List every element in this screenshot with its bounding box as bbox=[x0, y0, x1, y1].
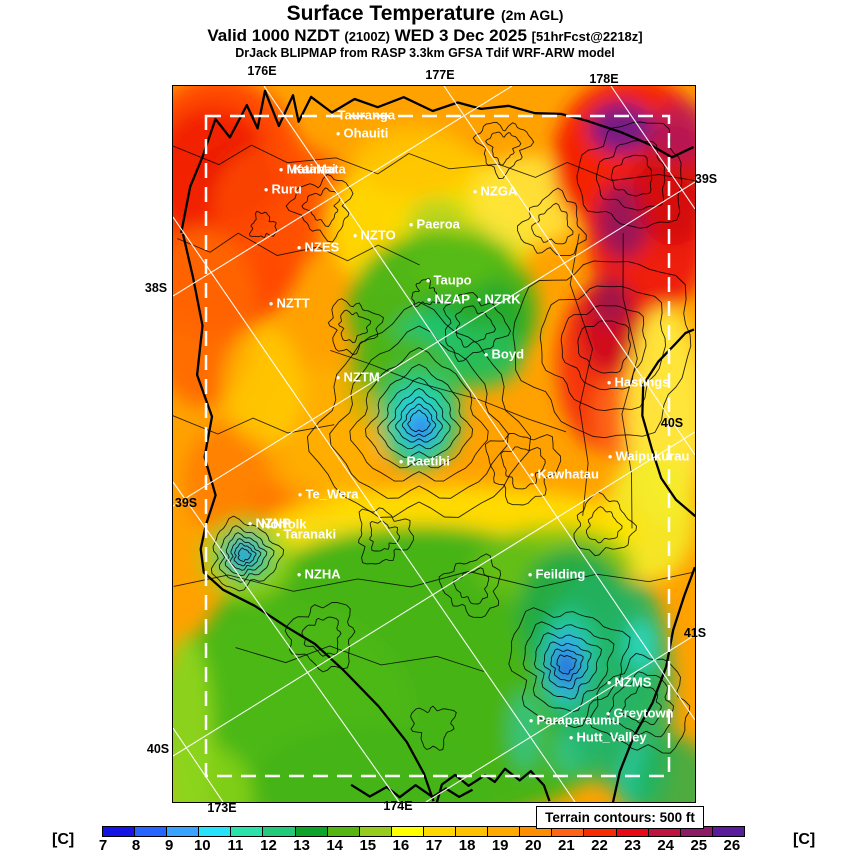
grid-label-41s: 41S bbox=[683, 626, 707, 640]
station-label-te_wera: • Te_Wera bbox=[298, 486, 359, 502]
grid-label-39s: 39S bbox=[174, 496, 198, 510]
station-label-nztt: • NZTT bbox=[269, 295, 310, 311]
colorbar-segment bbox=[134, 826, 168, 837]
station-label-taupo: • Taupo bbox=[426, 272, 472, 288]
colorbar-tick: 17 bbox=[425, 837, 443, 854]
model-line: DrJack BLIPMAP from RASP 3.3km GFSA Tdif… bbox=[235, 45, 615, 60]
colorbar-tick: 9 bbox=[165, 837, 174, 854]
colorbar-tick: 14 bbox=[326, 837, 344, 854]
station-label-nztm: • NZTM bbox=[336, 369, 380, 385]
station-label-greytown: • Greytown bbox=[606, 705, 674, 721]
station-label-norfolk: Norfolk bbox=[261, 516, 307, 532]
station-label-hutt_valley: • Hutt_Valley bbox=[569, 729, 647, 745]
colorbar-tick: 24 bbox=[657, 837, 675, 854]
colorbar: 7 8 9 10 11 12 13 14 15 16 17 18 19 20 21 22 23 24 25 26 bbox=[99, 826, 745, 854]
colorbar-tick: 16 bbox=[392, 837, 410, 854]
colorbar-tick: 11 bbox=[227, 837, 244, 854]
station-label-matamata: • MataMata bbox=[279, 161, 346, 177]
colorbar-segment bbox=[166, 826, 200, 837]
colorbar-segment bbox=[198, 826, 232, 837]
title-main: Surface Temperature bbox=[286, 2, 496, 25]
colorbar-segment bbox=[422, 826, 457, 837]
grid-label-39s: 39S bbox=[694, 172, 718, 186]
station-label-nzha: • NZHA bbox=[297, 566, 341, 582]
colorbar-tick: 23 bbox=[624, 837, 641, 854]
colorbar-tick: 18 bbox=[458, 837, 476, 854]
terrain-note-box: Terrain contours: 500 ft bbox=[536, 806, 704, 829]
station-label-nzga: • NZGA bbox=[473, 183, 518, 199]
unit-label-right: [C] bbox=[793, 831, 816, 848]
valid-zulu: (2100Z) bbox=[344, 29, 390, 45]
grid-label-178e: 178E bbox=[589, 72, 619, 86]
station-label-raetihi: • Raetihi bbox=[399, 453, 450, 469]
valid-fcst: [51hrFcst@2218z] bbox=[531, 29, 643, 45]
grid-label-38s: 38S bbox=[144, 281, 168, 295]
station-label-kawhatau: • Kawhatau bbox=[530, 466, 599, 482]
temperature-field-svg bbox=[173, 86, 695, 802]
colorbar-tick: 10 bbox=[193, 837, 211, 854]
station-label-nzms: • NZMS bbox=[607, 674, 652, 690]
colorbar-tick: 20 bbox=[524, 837, 542, 854]
station-label-waipukurau: • Waipukurau bbox=[608, 448, 690, 464]
colorbar-tick: 25 bbox=[690, 837, 708, 854]
colorbar-segment bbox=[390, 826, 424, 837]
station-label-nzrk: • NZRK bbox=[477, 291, 521, 307]
station-label-boyd: • Boyd bbox=[484, 346, 525, 362]
grid-label-40s: 40S bbox=[660, 416, 684, 430]
station-label-nzap: • NZAP bbox=[427, 291, 470, 307]
station-label-paraparaumu: • Paraparaumu bbox=[529, 712, 620, 728]
station-label-tauranga: • Tauranga bbox=[330, 107, 396, 123]
station-label-hastings: • Hastings bbox=[607, 374, 670, 390]
station-label-nznp: • NZNP bbox=[248, 515, 291, 531]
station-label-paeroa: • Paeroa bbox=[409, 216, 460, 232]
colorbar-tick: 26 bbox=[723, 837, 741, 854]
grid-label-174e: 174E bbox=[383, 799, 413, 813]
station-label-ruru: • Ruru bbox=[264, 181, 302, 197]
colorbar-segment bbox=[102, 826, 136, 837]
colorbar-segment bbox=[455, 826, 489, 837]
station-label-ohauiti: • Ohauiti bbox=[336, 125, 389, 141]
station-label-feilding: • Feilding bbox=[528, 566, 586, 582]
colorbar-tick: 13 bbox=[293, 837, 310, 854]
colorbar-segment bbox=[358, 826, 392, 837]
station-label-kaimai: Kaimai bbox=[293, 161, 336, 177]
colorbar-tick: 22 bbox=[591, 837, 608, 854]
valid-line: Valid 1000 NZDT (2100Z) WED 3 Dec 2025 [… bbox=[0, 26, 850, 46]
page-title: Surface Temperature (2m AGL) bbox=[0, 2, 850, 26]
colorbar-segment bbox=[262, 826, 296, 837]
colorbar-tick: 15 bbox=[359, 837, 377, 854]
colorbar-segment bbox=[294, 826, 328, 837]
station-label-nzes: • NZES bbox=[297, 239, 340, 255]
header: Surface Temperature (2m AGL) Valid 1000 … bbox=[0, 2, 850, 60]
colorbar-segment bbox=[326, 826, 360, 837]
colorbar-segment bbox=[230, 826, 264, 837]
title-note: (2m AGL) bbox=[500, 7, 564, 23]
colorbar-tick: 7 bbox=[98, 837, 108, 854]
temperature-map: • Tauranga • Ohauiti • MataMata Kaimai • Rur… bbox=[172, 85, 696, 803]
colorbar-tick: 12 bbox=[260, 837, 277, 854]
grid-label-176e: 176E bbox=[247, 64, 277, 78]
valid-date: WED 3 Dec 2025 bbox=[394, 26, 527, 46]
colorbar-segment bbox=[487, 826, 521, 837]
colorbar-tick: 19 bbox=[491, 837, 509, 854]
colorbar-tick: 8 bbox=[131, 837, 141, 854]
valid-prefix: Valid 1000 NZDT bbox=[207, 26, 340, 46]
grid-label-40s: 40S bbox=[146, 742, 170, 756]
station-label-taranaki: • Taranaki bbox=[276, 526, 337, 542]
unit-label-left: [C] bbox=[52, 831, 75, 848]
grid-label-173e: 173E bbox=[207, 801, 237, 815]
colorbar-segment bbox=[711, 826, 745, 837]
grid-label-177e: 177E bbox=[425, 68, 455, 82]
station-label-nzto: • NZTO bbox=[353, 227, 396, 243]
colorbar-tick: 21 bbox=[558, 837, 575, 854]
